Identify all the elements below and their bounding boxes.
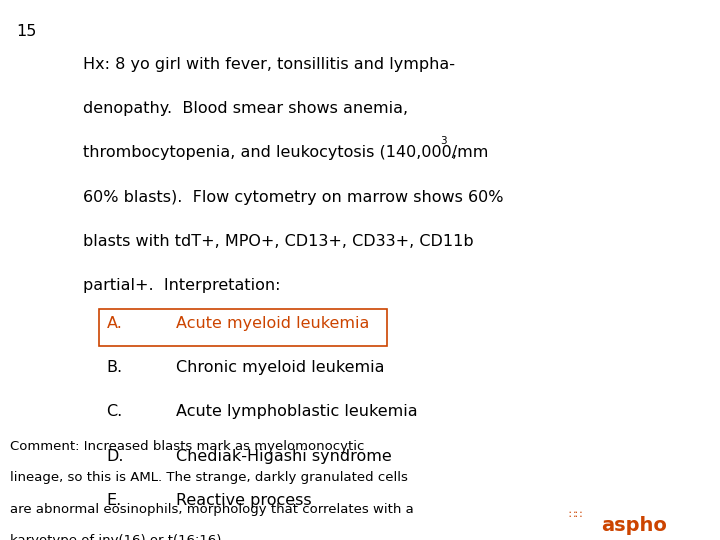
Text: lineage, so this is AML. The strange, darkly granulated cells: lineage, so this is AML. The strange, da… [10, 471, 408, 484]
Text: blasts with tdT+, MPO+, CD13+, CD33+, CD11b: blasts with tdT+, MPO+, CD13+, CD33+, CD… [83, 234, 474, 249]
Text: 3: 3 [441, 136, 447, 146]
Text: C.: C. [107, 404, 123, 420]
Text: Chediak-Higashi syndrome: Chediak-Higashi syndrome [176, 449, 392, 464]
Text: 15: 15 [16, 24, 36, 39]
Text: 60% blasts).  Flow cytometry on marrow shows 60%: 60% blasts). Flow cytometry on marrow sh… [83, 190, 503, 205]
Text: karyotype of inv(16) or t(16;16).: karyotype of inv(16) or t(16;16). [10, 534, 225, 540]
Text: Chronic myeloid leukemia: Chronic myeloid leukemia [176, 360, 385, 375]
Text: partial+.  Interpretation:: partial+. Interpretation: [83, 278, 280, 293]
Text: B.: B. [107, 360, 122, 375]
Text: Hx: 8 yo girl with fever, tonsillitis and lympha-: Hx: 8 yo girl with fever, tonsillitis an… [83, 57, 455, 72]
Text: Acute lymphoblastic leukemia: Acute lymphoblastic leukemia [176, 404, 418, 420]
Bar [99, 309, 387, 346]
Text: A.: A. [107, 316, 122, 331]
Text: Comment: Increased blasts mark as myelomonocytic: Comment: Increased blasts mark as myelom… [10, 440, 364, 453]
Text: ,: , [452, 145, 457, 160]
Text: are abnormal eosinophils, morphology that correlates with a: are abnormal eosinophils, morphology tha… [10, 503, 414, 516]
Text: thrombocytopenia, and leukocytosis (140,000/mm: thrombocytopenia, and leukocytosis (140,… [83, 145, 488, 160]
Text: Acute myeloid leukemia: Acute myeloid leukemia [176, 316, 370, 331]
Text: ∷∷: ∷∷ [569, 510, 583, 521]
Text: denopathy.  Blood smear shows anemia,: denopathy. Blood smear shows anemia, [83, 101, 408, 116]
Text: aspho: aspho [601, 516, 667, 535]
Text: Reactive process: Reactive process [176, 493, 312, 508]
Text: D.: D. [107, 449, 124, 464]
Text: E.: E. [107, 493, 122, 508]
